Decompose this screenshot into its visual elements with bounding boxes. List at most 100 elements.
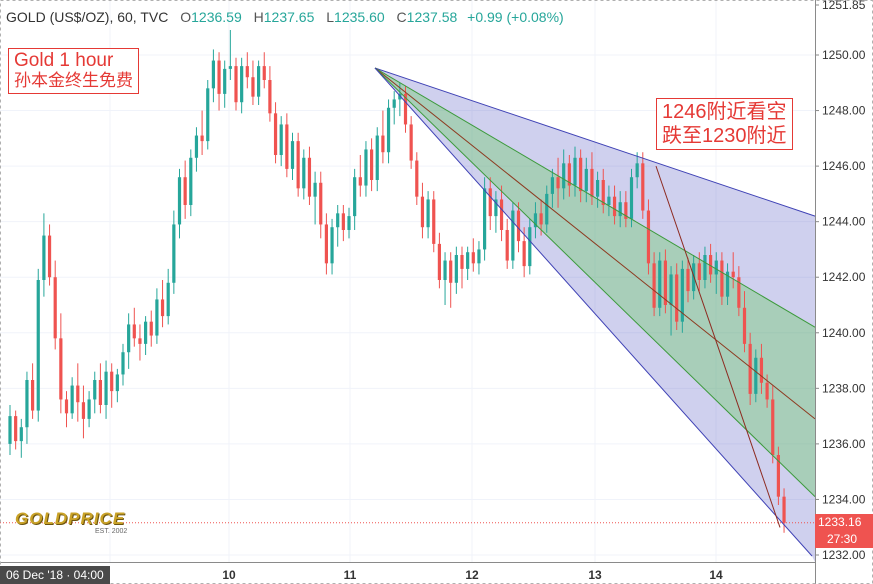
y-tick-label-2: 1236.00: [822, 437, 866, 451]
candle-body-108: [618, 202, 622, 217]
candle-body-100: [573, 157, 577, 186]
candle-body-9: [59, 338, 63, 400]
y-tick-label-7: 1246.00: [822, 159, 866, 173]
candle-body-111: [635, 163, 639, 178]
candle-body-83: [477, 249, 481, 264]
x-tick-label-4: 14: [709, 568, 723, 582]
y-tick-label-6: 1244.00: [822, 215, 866, 229]
candle-body-133: [759, 357, 764, 383]
candle-body-32: [189, 157, 193, 205]
close-value: 1237.58: [406, 9, 458, 25]
open-label: O: [180, 9, 192, 25]
candle-body-85: [488, 188, 492, 217]
annotation-left[interactable]: Gold 1 hour 孙本金终生免费: [8, 48, 139, 94]
candle-body-34: [200, 135, 204, 142]
candle-body-112: [641, 163, 645, 211]
open-value: 1236.59: [191, 9, 242, 25]
candle-body-123: [703, 255, 707, 280]
candle-body-12: [76, 385, 80, 403]
candle-body-31: [183, 177, 187, 205]
candle-body-55: [319, 182, 323, 225]
candle-body-46: [268, 80, 272, 114]
candle-body-107: [612, 196, 617, 217]
candle-body-78: [449, 260, 453, 283]
high-value: 1237.65: [263, 9, 315, 25]
candle-body-114: [652, 263, 656, 308]
candle-body-72: [415, 160, 419, 197]
candle-body-99: [567, 163, 571, 186]
candle-body-102: [584, 168, 588, 192]
fan-line-3: [374, 67, 816, 498]
low-label: L: [326, 9, 335, 25]
trend-line: [655, 165, 781, 528]
candle-body-76: [437, 243, 441, 280]
candle-body-135: [771, 399, 775, 455]
symbol-label[interactable]: GOLD (US$/OZ), 60, TVC: [6, 9, 169, 25]
candle-body-20: [121, 352, 125, 375]
candle-body-101: [579, 157, 583, 192]
candle-body-70: [403, 93, 408, 125]
candle-body-119: [680, 268, 684, 322]
candle-body-33: [194, 135, 199, 158]
candle-body-109: [624, 202, 628, 219]
x-tick-label-2: 12: [465, 568, 479, 582]
fan-line-2: [374, 67, 816, 420]
candle-body-10: [64, 399, 69, 414]
y-tick-label-8: 1248.00: [822, 104, 866, 118]
candle-body-8: [53, 277, 57, 339]
y-tick-label-3: 1238.00: [822, 381, 866, 395]
candle-body-51: [296, 141, 300, 189]
candle-body-28: [166, 282, 170, 317]
candle-body-74: [426, 199, 430, 228]
candle-body-82: [471, 252, 475, 264]
candle-body-104: [596, 180, 600, 197]
candle-body-62: [358, 177, 362, 186]
candle-body-53: [307, 157, 312, 197]
candle-body-11: [70, 385, 74, 414]
candle-body-92: [528, 227, 532, 267]
candle-body-115: [658, 260, 662, 308]
candle-body-22: [132, 324, 136, 339]
y-tick-label-9: 1250.00: [822, 48, 866, 62]
candle-body-0: [8, 416, 12, 444]
y-tick-label-1: 1234.00: [822, 492, 866, 506]
candle-body-84: [483, 188, 487, 250]
candle-body-13: [81, 402, 86, 419]
crosshair-date-label: 06 Dec '18 · 04:00: [0, 566, 110, 584]
candle-body-4: [31, 380, 35, 411]
candle-body-129: [737, 277, 741, 308]
annotation-right[interactable]: 1246附近看空 跌至1230附近: [656, 98, 793, 150]
candle-body-5: [36, 280, 40, 411]
y-tick-label-0: 1232.00: [822, 548, 866, 562]
candle-body-110: [629, 177, 634, 219]
x-tick-label-0: 10: [222, 568, 236, 582]
fan-outer-area: [375, 68, 815, 562]
fan-line-4: [374, 67, 813, 557]
candle-body-66: [381, 135, 385, 153]
candle-body-60: [347, 216, 351, 230]
candle-body-59: [341, 213, 345, 230]
candle-body-130: [742, 307, 747, 344]
candle-body-1: [14, 416, 18, 442]
candle-body-94: [539, 213, 543, 225]
candle-body-132: [754, 357, 758, 394]
candle-body-64: [370, 149, 374, 180]
candle-body-47: [273, 113, 278, 155]
candle-body-79: [454, 255, 458, 283]
candle-body-21: [127, 324, 131, 353]
x-tick-label-1: 11: [344, 568, 357, 582]
candle-body-137: [782, 496, 786, 523]
candle-body-41: [240, 66, 244, 103]
candle-body-103: [590, 168, 594, 197]
candle-body-61: [353, 177, 357, 217]
x-tick-label-3: 13: [588, 568, 602, 582]
candle-body-40: [234, 66, 238, 103]
candle-body-14: [87, 399, 91, 419]
candle-body-35: [206, 88, 210, 142]
candle-body-117: [669, 274, 673, 305]
candle-body-36: [211, 60, 215, 89]
last-price-label: 1233.16: [815, 514, 873, 531]
candle-body-106: [607, 196, 611, 205]
candle-body-125: [714, 260, 718, 275]
